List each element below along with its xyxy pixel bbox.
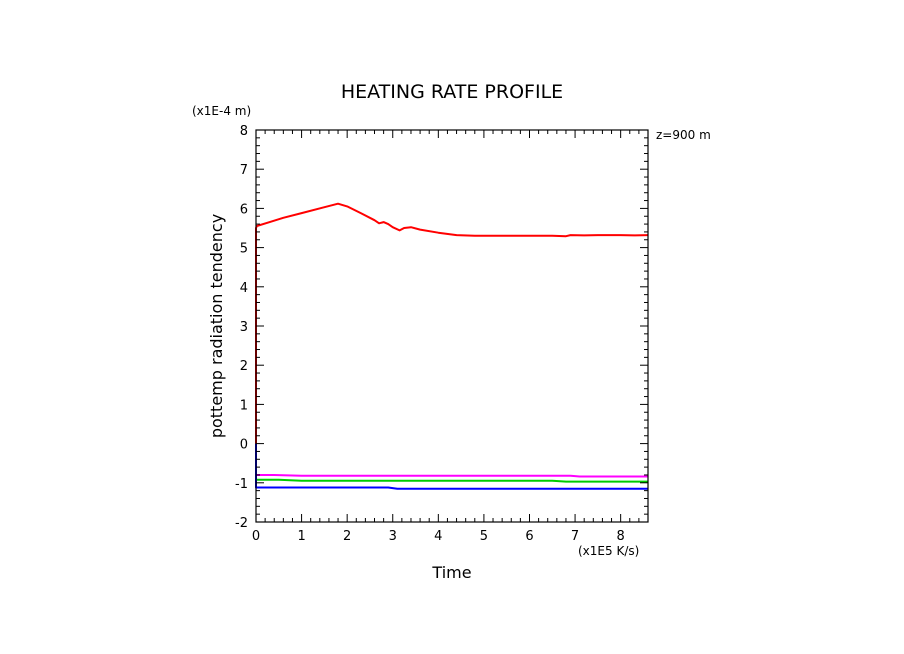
- x-tick-label: 0: [252, 529, 260, 544]
- plot-layer: 0 1 2 3 4 5 6 7 8 -2 -1 0 1 2 3 4 5 6 7 8: [235, 124, 649, 544]
- x-tick-label: 4: [434, 529, 442, 544]
- x-tick-label: 7: [571, 529, 579, 544]
- y-tick-label: 3: [240, 320, 248, 335]
- series-line-green: [256, 478, 648, 483]
- x-tick-label: 5: [480, 529, 488, 544]
- x-unit-label: (x1E5 K/s): [578, 544, 639, 558]
- y-tick-label: 8: [240, 124, 248, 139]
- x-axis-label: Time: [431, 563, 471, 582]
- x-tick-label: 6: [525, 529, 533, 544]
- x-tick-label: 2: [343, 529, 351, 544]
- y-tick-label: 5: [240, 242, 248, 257]
- y-tick-label: 1: [240, 398, 248, 413]
- y-tick-label: -2: [235, 516, 248, 531]
- y-tick-label: 4: [240, 281, 248, 296]
- y-tick-label: 2: [240, 359, 248, 374]
- y-axis-label: pottemp radiation tendency: [207, 214, 226, 438]
- y-tick-label: 7: [240, 163, 248, 178]
- y-unit-label: (x1E-4 m): [192, 104, 251, 118]
- chart-title: HEATING RATE PROFILE: [341, 81, 563, 103]
- series-line-magenta: [256, 474, 648, 478]
- y-tick-label: 6: [240, 202, 248, 217]
- annotation-label: z=900 m: [656, 128, 711, 142]
- series-line-red: [255, 202, 649, 468]
- y-tick-label: 0: [240, 438, 248, 453]
- x-tick-label: 8: [617, 529, 625, 544]
- x-tick-label: 1: [297, 529, 305, 544]
- series-line-blue: [255, 443, 648, 490]
- plot-frame: [255, 129, 649, 523]
- x-tick-label: 3: [389, 529, 397, 544]
- y-tick-label: -1: [235, 477, 248, 492]
